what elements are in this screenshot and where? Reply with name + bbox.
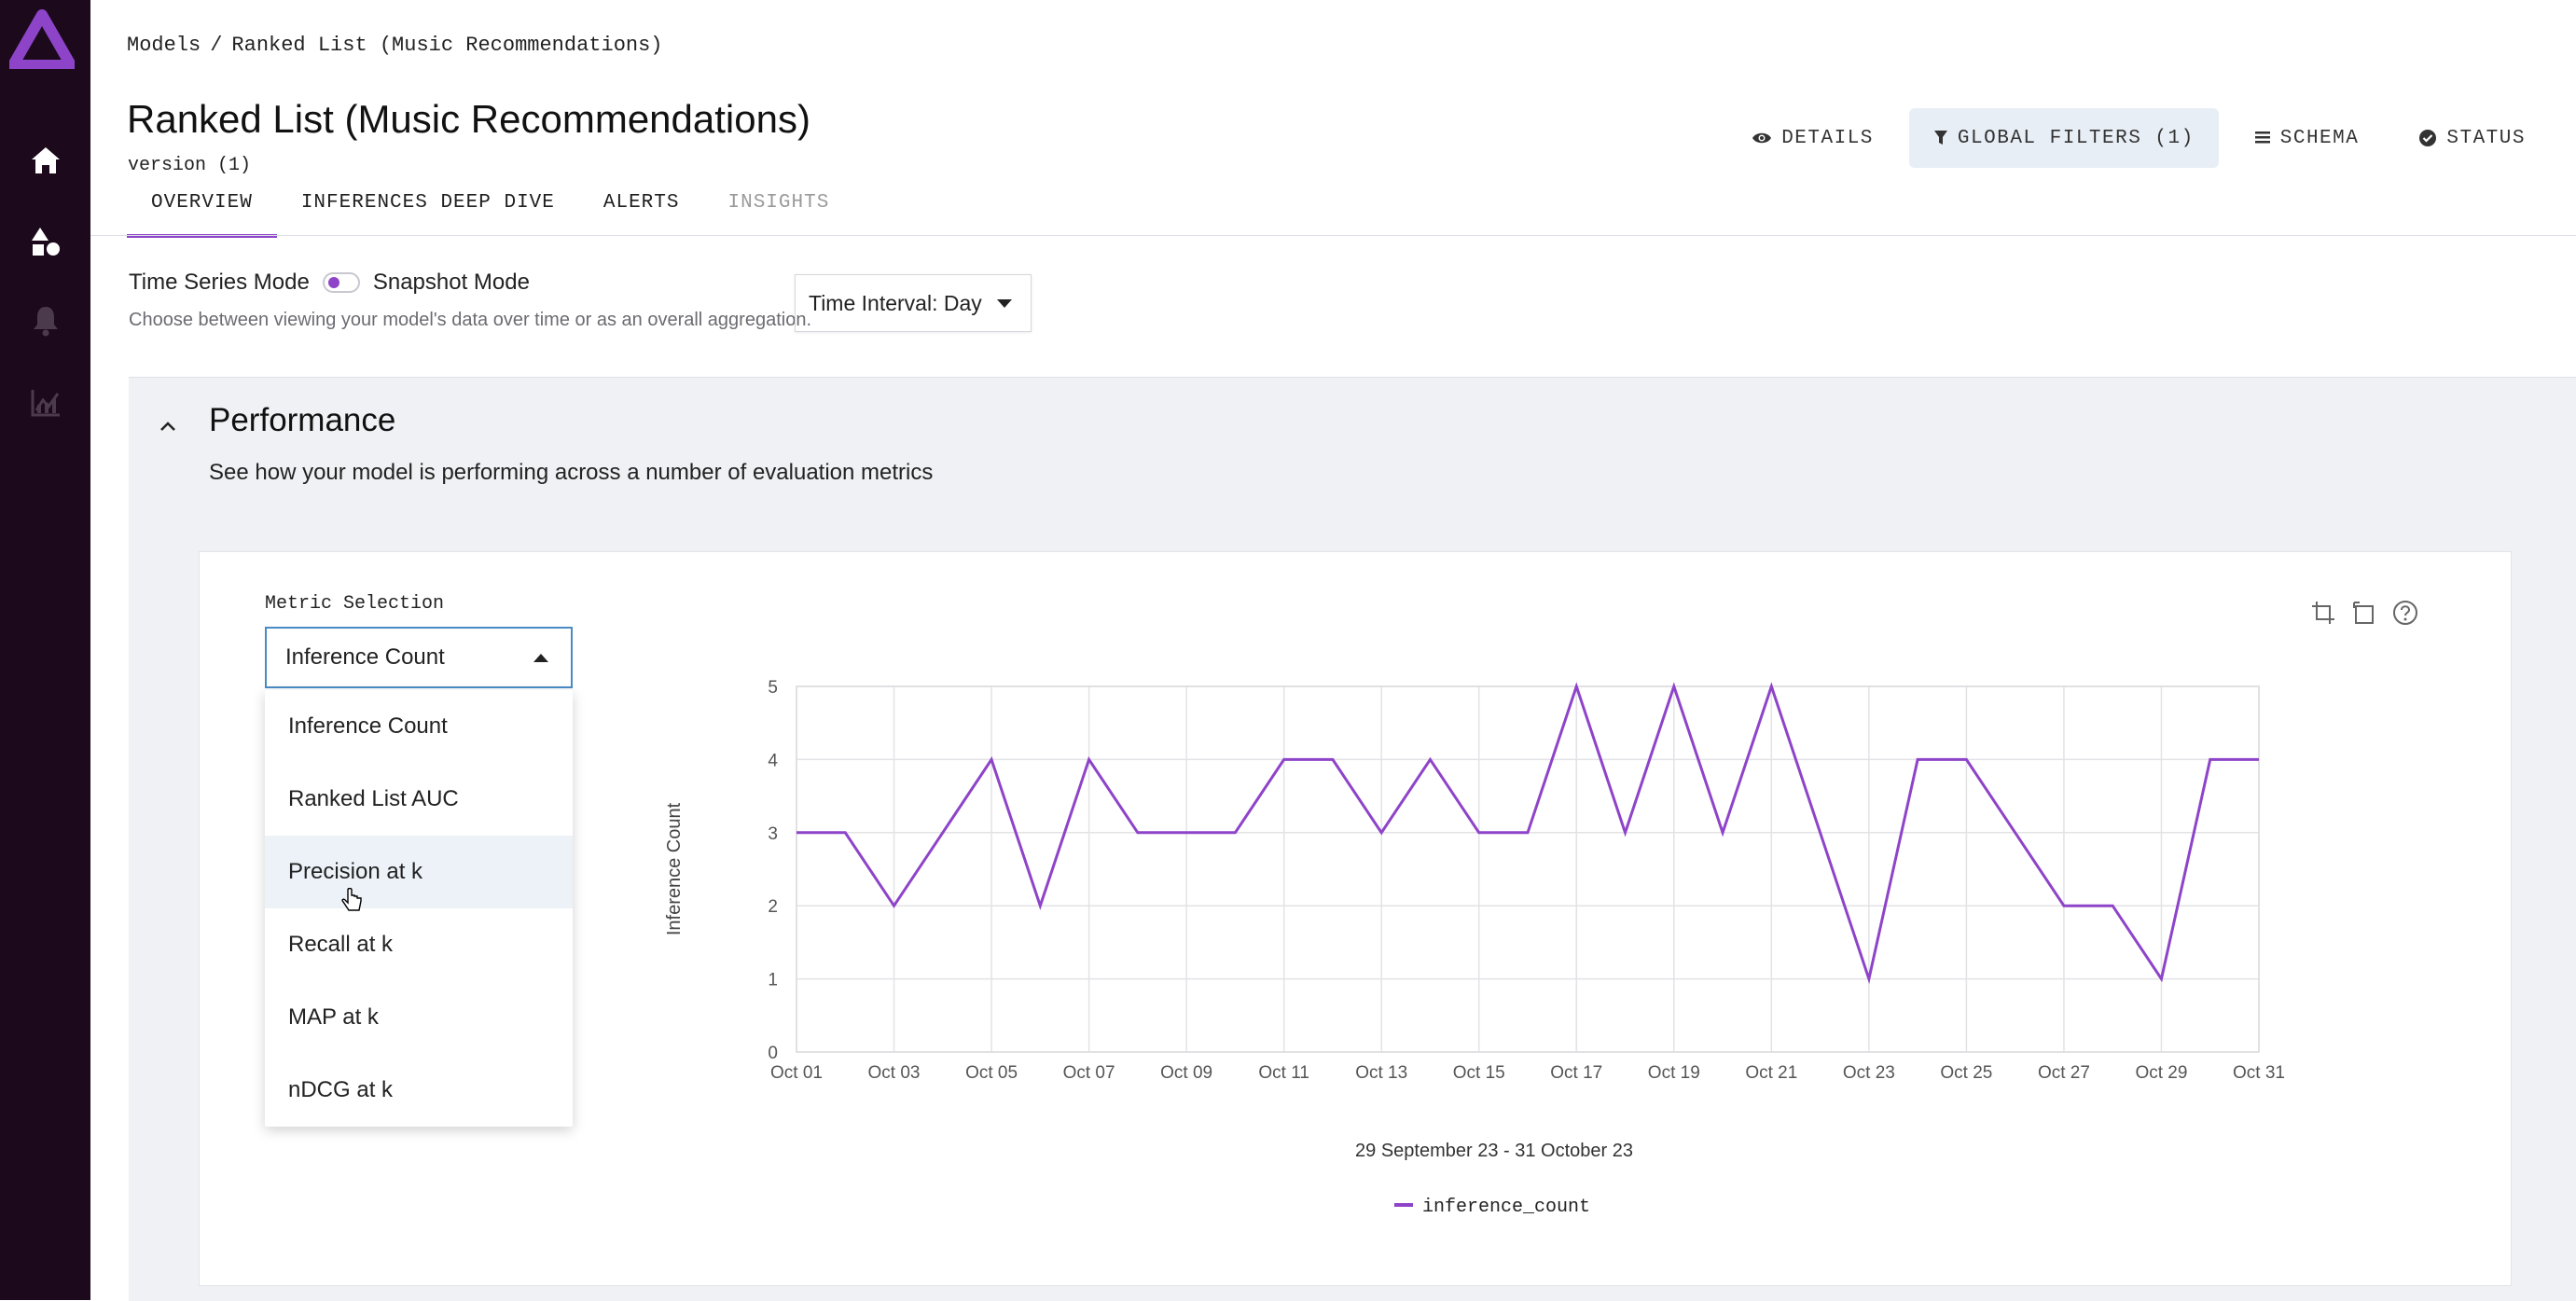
tab-overview[interactable]: OVERVIEW bbox=[127, 183, 277, 238]
breadcrumb-separator: / bbox=[210, 34, 223, 57]
zoom-crop-icon[interactable] bbox=[2309, 599, 2337, 627]
x-tick-label: Oct 09 bbox=[1160, 1063, 1212, 1083]
metric-option-inference-count[interactable]: Inference Count bbox=[288, 713, 448, 739]
page-title: Ranked List (Music Recommendations) bbox=[127, 97, 810, 141]
model-version: version (1) bbox=[128, 155, 252, 176]
y-axis-label: Inference Count bbox=[664, 802, 685, 935]
time-interval-dropdown[interactable]: Time Interval: Day bbox=[795, 274, 1032, 332]
schema-label: SCHEMA bbox=[2279, 127, 2360, 149]
caret-up-icon bbox=[533, 654, 548, 662]
mode-description: Choose between viewing your model's data… bbox=[129, 310, 812, 330]
time-interval-value: Time Interval: Day bbox=[809, 290, 982, 315]
tab-alerts[interactable]: ALERTS bbox=[602, 192, 680, 214]
x-tick-label: Oct 11 bbox=[1258, 1063, 1309, 1083]
x-tick-label: Oct 31 bbox=[2233, 1063, 2285, 1083]
plot-area-border bbox=[796, 685, 2260, 1053]
metric-option-ndcg-at-k[interactable]: nDCG at k bbox=[288, 1077, 394, 1102]
x-tick-label: Oct 07 bbox=[1063, 1063, 1115, 1083]
y-tick-label: 1 bbox=[768, 971, 778, 990]
list-icon bbox=[2254, 131, 2270, 144]
x-tick-label: Oct 13 bbox=[1355, 1063, 1407, 1083]
metric-option-ranked-list-auc[interactable]: Ranked List AUC bbox=[288, 786, 459, 811]
mode-switch-row: Time Series Mode Snapshot Mode bbox=[129, 270, 530, 296]
x-tick-label: Oct 27 bbox=[2038, 1063, 2090, 1083]
global-filters-button[interactable]: GLOBAL FILTERS (1) bbox=[1908, 108, 2219, 168]
breadcrumb-current: Ranked List (Music Recommendations) bbox=[231, 34, 663, 57]
inference-count-chart: 0 1 2 3 4 5 Oct 01 Oct 03 Oct 05 Oct 07 Oct 09 Oct … bbox=[664, 678, 2285, 1218]
x-tick-label: Oct 19 bbox=[1648, 1063, 1700, 1083]
header-actions: DETAILS GLOBAL FILTERS (1) SCHEMA STATUS bbox=[1727, 108, 2550, 168]
legend-label: inference_count bbox=[1422, 1197, 1590, 1218]
x-tick-label: Oct 17 bbox=[1550, 1063, 1602, 1083]
metric-options-menu: Inference Count Ranked List AUC Precisio… bbox=[265, 690, 573, 1127]
y-tick-label: 3 bbox=[768, 824, 778, 844]
eye-icon bbox=[1752, 132, 1772, 144]
sidebar bbox=[0, 0, 90, 1300]
x-tick-label: Oct 21 bbox=[1745, 1063, 1797, 1083]
global-filters-label: GLOBAL FILTERS (1) bbox=[1957, 127, 2195, 149]
y-tick-label: 0 bbox=[768, 1044, 778, 1063]
details-label: DETAILS bbox=[1781, 127, 1874, 149]
chevron-up-icon[interactable] bbox=[157, 415, 179, 437]
mode-toggle[interactable] bbox=[322, 272, 360, 293]
time-series-mode-label: Time Series Mode bbox=[129, 270, 310, 295]
metric-select[interactable]: Inference Count bbox=[265, 627, 573, 688]
status-label: STATUS bbox=[2446, 127, 2526, 149]
metric-option-precision-at-k[interactable]: Precision at k bbox=[265, 836, 573, 908]
models-icon[interactable] bbox=[25, 221, 66, 262]
tabs-divider bbox=[90, 235, 2576, 236]
metric-option-recall-at-k[interactable]: Recall at k bbox=[288, 932, 394, 957]
model-tabs: OVERVIEW INFERENCES DEEP DIVE ALERTS INS… bbox=[127, 183, 853, 238]
y-tick-label: 5 bbox=[768, 678, 778, 698]
metric-selection-label: Metric Selection bbox=[265, 593, 445, 615]
y-tick-label: 2 bbox=[768, 897, 778, 917]
snapshot-mode-label: Snapshot Mode bbox=[372, 270, 530, 295]
metric-option-map-at-k[interactable]: MAP at k bbox=[288, 1004, 379, 1030]
reset-zoom-icon[interactable] bbox=[2350, 599, 2378, 627]
series-line-inference-count bbox=[796, 682, 2259, 985]
performance-section: Performance See how your model is perfor… bbox=[129, 377, 2576, 1301]
details-button[interactable]: DETAILS bbox=[1727, 108, 1898, 168]
x-tick-label: Oct 15 bbox=[1453, 1063, 1505, 1083]
alerts-bell-icon[interactable] bbox=[25, 300, 66, 341]
help-circle-icon[interactable] bbox=[2391, 599, 2419, 627]
performance-title: Performance bbox=[209, 402, 396, 438]
x-tick-label: Oct 25 bbox=[1940, 1063, 1992, 1083]
x-tick-label: Oct 05 bbox=[965, 1063, 1018, 1083]
check-circle-icon bbox=[2419, 130, 2437, 146]
breadcrumb: Models / Ranked List (Music Recommendation… bbox=[127, 34, 663, 57]
performance-description: See how your model is performing across … bbox=[209, 460, 934, 485]
caret-down-icon bbox=[996, 298, 1012, 308]
x-tick-label: Oct 29 bbox=[2135, 1063, 2187, 1083]
schema-button[interactable]: SCHEMA bbox=[2230, 108, 2384, 168]
chart-toolbar bbox=[2309, 599, 2419, 627]
y-tick-label: 4 bbox=[768, 751, 778, 770]
breadcrumb-models-link[interactable]: Models bbox=[127, 34, 201, 57]
metric-select-value: Inference Count bbox=[285, 644, 445, 670]
metric-chart-card: 0 1 2 3 4 5 Oct 01 Oct 03 Oct 05 Oct 07 Oct 09 Oct … bbox=[199, 551, 2512, 1286]
filter-icon bbox=[1933, 131, 1947, 145]
app-logo-icon[interactable] bbox=[9, 9, 75, 69]
hand-pointer-cursor-icon bbox=[341, 888, 362, 911]
date-range-label: 29 September 23 - 31 October 23 bbox=[1355, 1141, 1633, 1161]
x-tick-label: Oct 03 bbox=[868, 1063, 921, 1083]
tab-inferences-deep-dive[interactable]: INFERENCES DEEP DIVE bbox=[300, 192, 555, 214]
insights-chart-icon[interactable] bbox=[25, 382, 66, 423]
status-button[interactable]: STATUS bbox=[2394, 108, 2550, 168]
home-icon[interactable] bbox=[25, 140, 66, 181]
x-tick-label: Oct 23 bbox=[1843, 1063, 1895, 1083]
tab-insights: INSIGHTS bbox=[727, 192, 830, 214]
x-tick-label: Oct 01 bbox=[770, 1063, 823, 1083]
